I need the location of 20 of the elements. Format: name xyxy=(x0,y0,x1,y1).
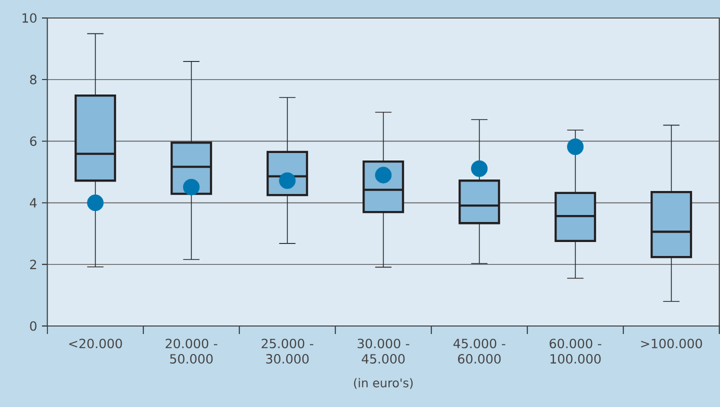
y-tick-label: 6 xyxy=(30,136,36,146)
x-tick-label: >100.000 xyxy=(641,338,702,348)
x-tick-label: 60.000 - 100.000 xyxy=(550,338,602,364)
y-tick-label: 8 xyxy=(30,74,36,84)
point xyxy=(279,172,296,189)
point xyxy=(375,166,392,184)
x-tick-label: 45.000 - 60.000 xyxy=(453,338,506,364)
x-tick-label: <20.000 xyxy=(69,338,122,348)
point xyxy=(567,138,584,156)
x-tick-label: 30.000 - 45.000 xyxy=(358,338,410,364)
x-tick-label: 25.000 - 30.000 xyxy=(262,338,314,364)
point xyxy=(183,178,200,196)
x-axis-title: (in euro's) xyxy=(354,378,413,389)
y-tick-label: 2 xyxy=(30,260,36,270)
point xyxy=(87,194,104,212)
y-tick-label: 10 xyxy=(22,13,36,23)
point xyxy=(471,160,488,177)
y-tick-label: 0 xyxy=(30,321,36,331)
x-tick-label: 20.000 - 50.000 xyxy=(166,338,218,364)
y-tick-label: 4 xyxy=(30,198,37,208)
